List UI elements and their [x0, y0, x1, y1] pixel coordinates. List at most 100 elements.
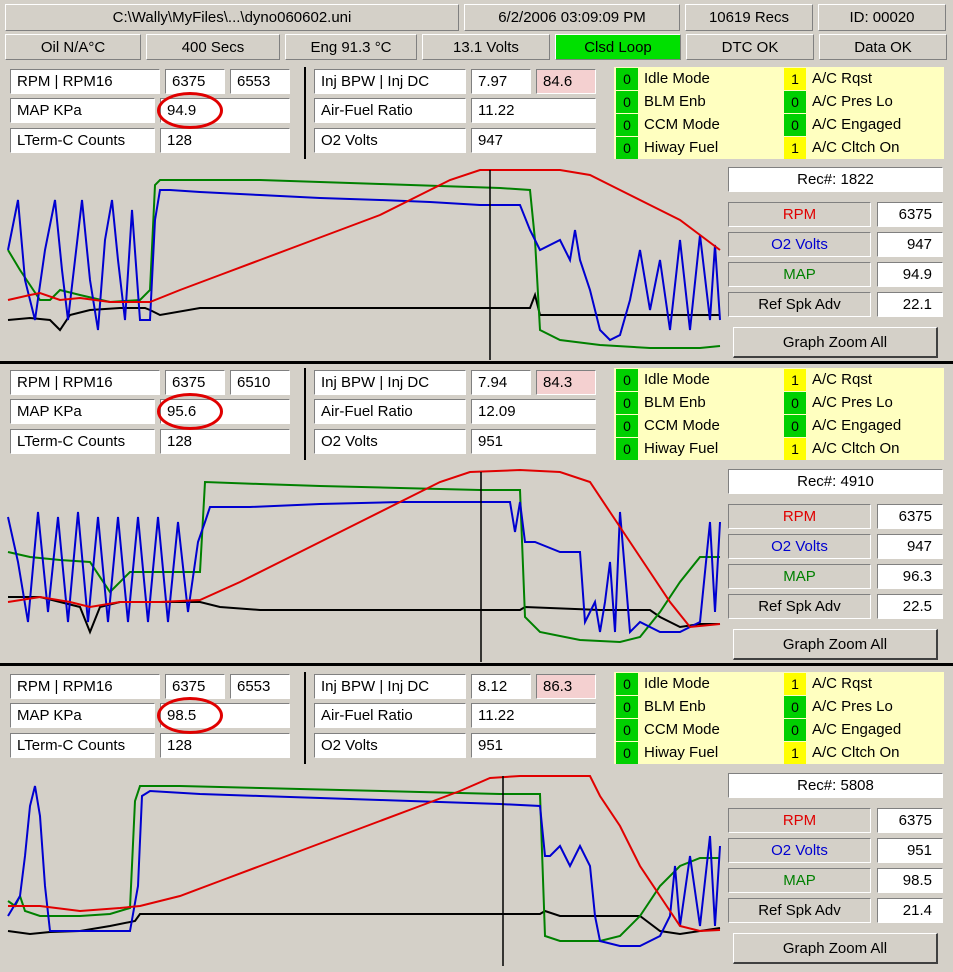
o2-value: 951 — [471, 429, 596, 454]
trace-svg — [7, 169, 721, 360]
rpm-label: RPM | RPM16 — [10, 370, 160, 395]
flag-indicator: 0 — [784, 695, 806, 718]
inj-dc-value: 86.3 — [536, 674, 596, 699]
rpm-legend-label: RPM — [728, 808, 871, 833]
afr-value: 11.22 — [471, 703, 596, 728]
flag-row: 0 CCM Mode — [616, 718, 776, 741]
rpm-legend-label: RPM — [728, 504, 871, 529]
flag-row: 1 A/C Rqst — [784, 67, 942, 90]
flag-row: 0 Idle Mode — [616, 672, 776, 695]
rpm-label: RPM | RPM16 — [10, 69, 160, 94]
spk-trace — [8, 596, 720, 635]
flag-label: Hiway Fuel — [644, 744, 719, 761]
flag-row: 1 A/C Cltch On — [784, 136, 942, 159]
trace-svg — [7, 775, 721, 966]
map-legend-value: 96.3 — [877, 564, 943, 589]
flag-label: CCM Mode — [644, 417, 720, 434]
flag-row: 0 A/C Pres Lo — [784, 695, 942, 718]
afr-label: Air-Fuel Ratio — [314, 703, 466, 728]
map-legend-label: MAP — [728, 262, 871, 287]
trace-graph[interactable] — [0, 160, 726, 360]
record-count: 10619 Recs — [685, 4, 813, 31]
column-divider — [304, 672, 306, 764]
flag-label: Idle Mode — [644, 371, 710, 388]
flag-row: 0 A/C Engaged — [784, 113, 942, 136]
flag-row: 0 Idle Mode — [616, 67, 776, 90]
rpm-legend-value: 6375 — [877, 504, 943, 529]
flag-indicator: 1 — [784, 67, 806, 90]
o2-legend-label: O2 Volts — [728, 232, 871, 257]
flag-indicator: 0 — [616, 368, 638, 391]
loop-status: Clsd Loop — [555, 34, 681, 60]
column-divider — [304, 368, 306, 460]
rpm-legend-value: 6375 — [877, 808, 943, 833]
flag-row: 0 BLM Enb — [616, 90, 776, 113]
o2-legend-label: O2 Volts — [728, 534, 871, 559]
flag-label: A/C Rqst — [812, 371, 873, 388]
flag-label: Hiway Fuel — [644, 139, 719, 156]
flag-indicator: 1 — [784, 136, 806, 159]
spk-legend-label: Ref Spk Adv — [728, 292, 871, 317]
log-id: ID: 00020 — [818, 4, 946, 31]
flag-row: 1 A/C Cltch On — [784, 437, 942, 460]
panel-separator — [0, 361, 953, 364]
flag-row: 0 Hiway Fuel — [616, 136, 776, 159]
flag-label: A/C Rqst — [812, 675, 873, 692]
flag-label: CCM Mode — [644, 116, 720, 133]
o2-label: O2 Volts — [314, 128, 466, 153]
flag-row: 0 Hiway Fuel — [616, 437, 776, 460]
o2-trace — [7, 189, 721, 342]
trace-graph[interactable] — [0, 462, 726, 662]
spk-legend-value: 21.4 — [877, 898, 943, 923]
flag-indicator: 0 — [784, 414, 806, 437]
flag-row: 0 Idle Mode — [616, 368, 776, 391]
inj-label: Inj BPW | Inj DC — [314, 370, 466, 395]
o2-trace — [7, 501, 721, 635]
graph-zoom-all-button[interactable]: Graph Zoom All — [733, 933, 938, 964]
flag-indicator: 0 — [616, 695, 638, 718]
flag-indicator: 1 — [784, 368, 806, 391]
log-datetime: 6/2/2006 03:09:09 PM — [464, 4, 680, 31]
flag-row: 0 Hiway Fuel — [616, 741, 776, 764]
dtc-status: DTC OK — [686, 34, 814, 60]
lterm-label: LTerm-C Counts — [10, 733, 155, 758]
inj-dc-value: 84.6 — [536, 69, 596, 94]
flag-label: A/C Pres Lo — [812, 394, 893, 411]
lterm-label: LTerm-C Counts — [10, 128, 155, 153]
map-highlight-circle — [157, 697, 223, 734]
map-label: MAP KPa — [10, 399, 155, 424]
flag-label: BLM Enb — [644, 698, 706, 715]
o2-value: 947 — [471, 128, 596, 153]
spk-trace — [7, 291, 720, 332]
flags-panel: 0 Idle Mode 0 BLM Enb 0 CCM Mode 0 Hiway Fuel 1 A… — [614, 672, 944, 764]
o2-legend-value: 951 — [877, 838, 943, 863]
flag-label: Idle Mode — [644, 70, 710, 87]
map-legend-value: 94.9 — [877, 262, 943, 287]
o2-legend-value: 947 — [877, 534, 943, 559]
flag-indicator: 0 — [616, 414, 638, 437]
rpm-legend-value: 6375 — [877, 202, 943, 227]
lterm-label: LTerm-C Counts — [10, 429, 155, 454]
rpm-value: 6375 — [165, 370, 225, 395]
flag-indicator: 0 — [616, 67, 638, 90]
flag-label: A/C Pres Lo — [812, 93, 893, 110]
trace-graph[interactable] — [0, 766, 726, 966]
map-legend-label: MAP — [728, 868, 871, 893]
flag-row: 1 A/C Rqst — [784, 368, 942, 391]
rpm-legend-label: RPM — [728, 202, 871, 227]
flag-indicator: 1 — [784, 741, 806, 764]
graph-zoom-all-button[interactable]: Graph Zoom All — [733, 629, 938, 660]
inj-bpw-value: 7.94 — [471, 370, 531, 395]
map-label: MAP KPa — [10, 703, 155, 728]
flag-indicator: 0 — [784, 718, 806, 741]
map-legend-label: MAP — [728, 564, 871, 589]
flag-indicator: 1 — [784, 672, 806, 695]
battery-volts: 13.1 Volts — [422, 34, 550, 60]
graph-zoom-all-button[interactable]: Graph Zoom All — [733, 327, 938, 358]
o2-label: O2 Volts — [314, 429, 466, 454]
engine-temp: Eng 91.3 °C — [285, 34, 417, 60]
flag-label: A/C Cltch On — [812, 139, 900, 156]
flag-label: A/C Pres Lo — [812, 698, 893, 715]
data-status: Data OK — [819, 34, 947, 60]
afr-value: 11.22 — [471, 98, 596, 123]
